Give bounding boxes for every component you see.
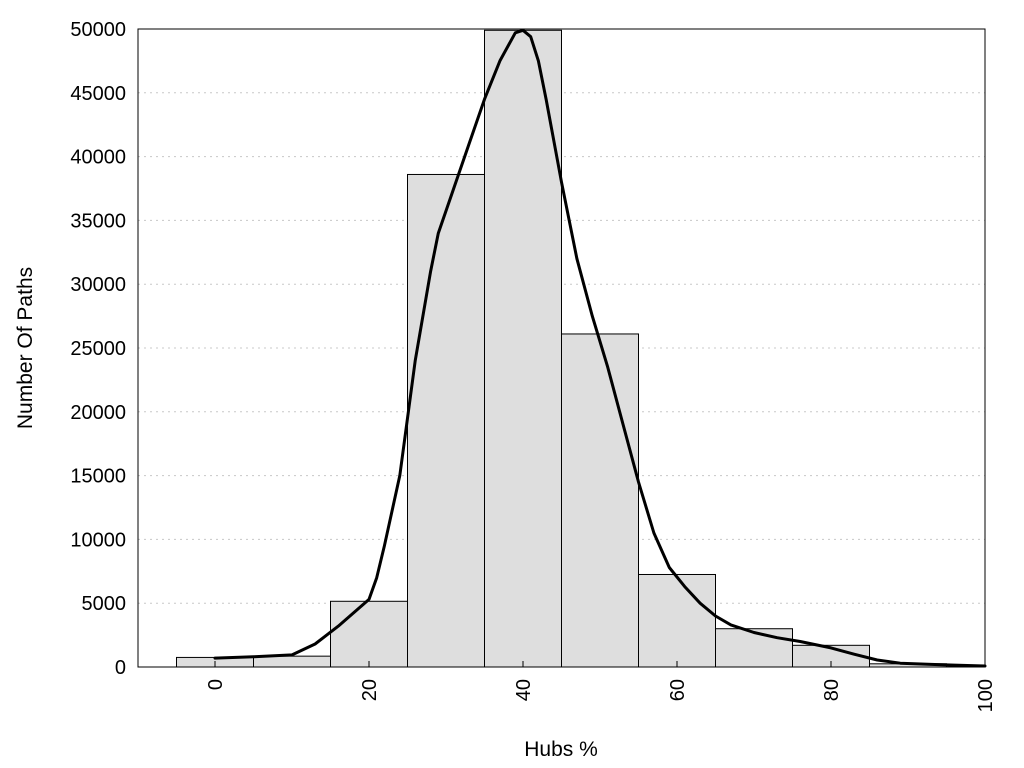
plot-frame	[137, 28, 986, 668]
x-tick-label: 20	[359, 679, 381, 701]
y-tick-label: 5000	[82, 593, 127, 615]
x-tick-label: 100	[975, 679, 997, 712]
y-tick-label: 35000	[70, 210, 126, 232]
histogram-bars	[176, 29, 986, 668]
x-tick-label: 0	[205, 679, 227, 690]
y-tick-label: 50000	[70, 19, 126, 41]
y-tick-label: 30000	[70, 274, 126, 296]
x-axis-ticks: 0 20 40 60 80 100	[205, 661, 997, 712]
y-tick-label: 45000	[70, 83, 126, 105]
y-tick-label: 0	[115, 657, 126, 679]
histogram-bar	[561, 333, 639, 668]
y-axis-label: Number Of Paths	[14, 267, 37, 429]
y-tick-label: 40000	[70, 147, 126, 169]
x-tick-label: 40	[513, 679, 535, 701]
y-tick-label: 25000	[70, 338, 126, 360]
y-tick-label: 20000	[70, 402, 126, 424]
y-tick-label: 15000	[70, 466, 126, 488]
y-tick-label: 10000	[70, 529, 126, 551]
histogram-bar	[407, 173, 485, 668]
histogram-bar	[330, 600, 408, 668]
histogram-bar	[638, 573, 716, 668]
density-curve	[213, 28, 987, 668]
x-axis-label: Hubs %	[524, 738, 598, 761]
histogram-bar	[253, 655, 331, 668]
y-axis-ticks: 0 5000 10000 15000 20000 25000 30000 35000 40000…	[70, 19, 126, 679]
x-tick-label: 80	[821, 679, 843, 701]
x-tick-label: 60	[667, 679, 689, 701]
histogram-bar	[715, 628, 793, 668]
